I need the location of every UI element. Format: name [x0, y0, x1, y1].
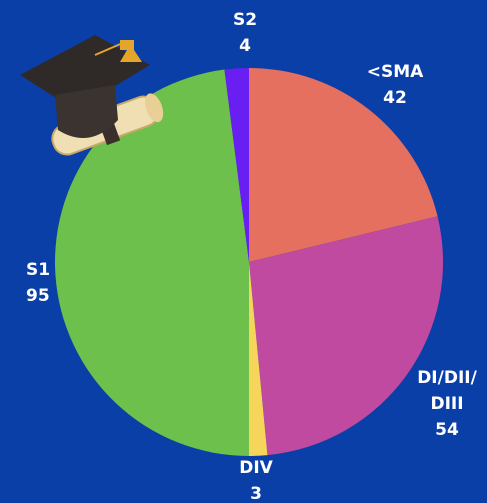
pie-slice — [55, 69, 250, 457]
category-label: DIV — [239, 458, 273, 478]
category-label: DI/DII/DIII — [417, 368, 477, 414]
pie — [55, 68, 443, 457]
value-label: 42 — [383, 88, 407, 108]
pie-slice — [249, 68, 438, 262]
value-label: 54 — [435, 420, 459, 440]
value-label: 3 — [250, 484, 262, 503]
pie-slice — [249, 216, 443, 456]
value-label: 95 — [26, 286, 50, 306]
graduation-cap-icon — [20, 35, 164, 156]
pie-slice — [224, 68, 249, 262]
category-label: <SMA — [367, 62, 424, 82]
value-label: 4 — [239, 36, 251, 56]
pie-slice — [249, 262, 268, 456]
category-label: S2 — [233, 10, 257, 30]
category-label: S1 — [26, 260, 50, 280]
labels: <SMA 42 DI/DII/DIII 54 DIV 3 S1 95 S2 4 — [26, 10, 478, 503]
